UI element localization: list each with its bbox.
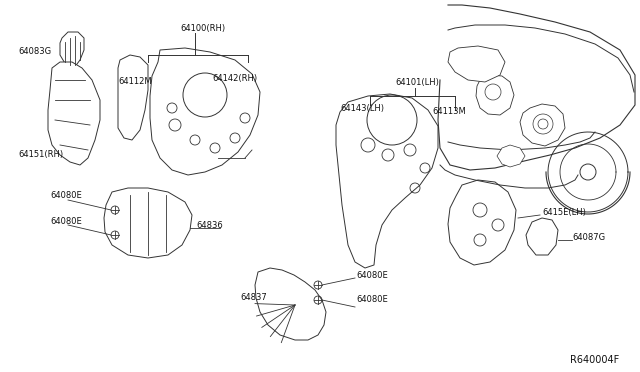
Polygon shape — [526, 218, 558, 255]
Text: 64080E: 64080E — [50, 218, 82, 227]
Text: 64080E: 64080E — [50, 192, 82, 201]
Text: 64112M: 64112M — [118, 77, 152, 87]
Polygon shape — [48, 62, 100, 165]
Polygon shape — [104, 188, 192, 258]
Text: 64142(RH): 64142(RH) — [212, 74, 257, 83]
Polygon shape — [448, 46, 505, 82]
Text: 64080E: 64080E — [356, 295, 388, 305]
Text: 64080E: 64080E — [356, 272, 388, 280]
Polygon shape — [476, 75, 514, 115]
Polygon shape — [497, 145, 525, 167]
Polygon shape — [150, 48, 260, 175]
Polygon shape — [520, 104, 565, 146]
Polygon shape — [448, 180, 516, 265]
Text: 64151(RH): 64151(RH) — [18, 151, 63, 160]
Polygon shape — [60, 32, 84, 68]
Polygon shape — [118, 55, 148, 140]
Text: 64143(LH): 64143(LH) — [340, 103, 384, 112]
Text: 64087G: 64087G — [572, 234, 605, 243]
Text: 64113M: 64113M — [432, 108, 466, 116]
Text: 64100(RH): 64100(RH) — [180, 23, 225, 32]
Text: 64083G: 64083G — [18, 48, 51, 57]
Text: 6415E(LH): 6415E(LH) — [542, 208, 586, 217]
Text: 64837: 64837 — [240, 294, 267, 302]
Text: 64836: 64836 — [196, 221, 223, 230]
Text: 64101(LH): 64101(LH) — [395, 77, 439, 87]
Polygon shape — [255, 268, 326, 340]
Polygon shape — [336, 94, 438, 268]
Text: R640004F: R640004F — [570, 355, 620, 365]
